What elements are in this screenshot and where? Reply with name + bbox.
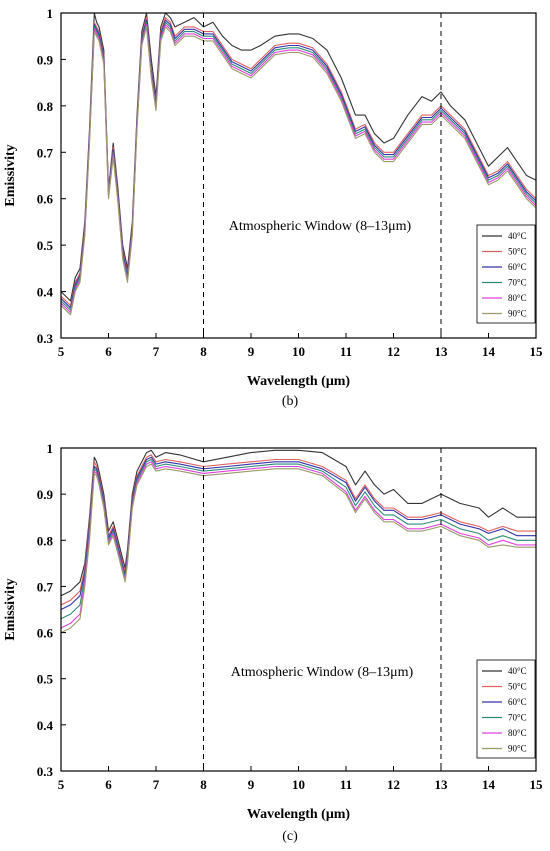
y-tick-label: 0.6 [37,192,54,207]
x-tick-label: 11 [340,777,352,792]
y-tick-label: 0.9 [37,52,54,67]
series-line-60c [61,19,536,309]
panel-label: (c) [282,829,298,844]
x-tick-label: 10 [292,344,305,359]
legend: 40°C 50°C 60°C 70°C 80°C 90°C [476,224,536,324]
series-line-50c [61,17,536,307]
legend-label: 80°C [508,293,527,303]
x-tick-label: 12 [387,344,400,359]
x-tick-label: 7 [153,777,160,792]
x-axis-label: Wavelength (μm) [247,807,351,822]
series-line-60c [61,456,536,610]
y-tick-label: 0.6 [37,626,54,641]
legend-label: 70°C [508,278,527,288]
legend-label: 80°C [508,728,527,738]
series-line-80c [61,461,536,629]
x-tick-label: 6 [105,777,112,792]
x-tick-label: 7 [153,344,160,359]
plot-frame [60,12,537,339]
series-line-40c [61,13,536,302]
x-tick-label: 8 [200,344,207,359]
y-tick-label: 0.4 [37,285,54,300]
y-tick-label: 0.3 [37,331,54,346]
x-tick-label: 15 [530,344,544,359]
y-tick-label: 0.8 [37,99,54,114]
series-line-70c [61,21,536,311]
series-group [61,13,536,316]
y-tick-label: 0.8 [37,533,54,548]
x-tick-label: 12 [387,777,400,792]
y-axis-label: Emissivity [3,578,18,640]
series-line-90c [61,26,536,316]
x-tick-label: 13 [435,344,449,359]
y-tick-label: 0.9 [37,487,54,502]
legend: 40°C 50°C 60°C 70°C 80°C 90°C [476,659,536,759]
y-tick-label: 1 [47,6,54,21]
x-tick-label: 5 [58,777,65,792]
x-axis-label: Wavelength (μm) [247,374,351,389]
x-tick-label: 9 [248,344,255,359]
x-tick-label: 6 [105,344,112,359]
legend-label: 90°C [508,744,527,754]
x-tick-label: 5 [58,344,65,359]
series-line-50c [61,454,536,606]
series-group [61,449,536,634]
series-line-80c [61,24,536,314]
x-tick-label: 14 [482,777,496,792]
chart-panel-c: 5 6 7 8 9 10 11 12 13 14 15 0.3 0.4 0.5 0.6 0.7 0.8 0.9 1 W… [3,441,543,844]
x-tick-label: 8 [200,777,207,792]
y-tick-label: 0.5 [37,238,54,253]
legend-label: 50°C [508,247,527,257]
legend-label: 40°C [508,231,527,241]
window-annotation: Atmospheric Window (8–13μm) [229,219,412,234]
panel-label: (b) [282,394,299,409]
x-tick-label: 9 [248,777,255,792]
legend-label: 70°C [508,713,527,723]
window-annotation: Atmospheric Window (8–13μm) [231,665,414,680]
series-line-40c [61,449,536,597]
series-line-70c [61,458,536,620]
x-tick-label: 15 [530,777,544,792]
legend-label: 90°C [508,309,527,319]
y-axis-label: Emissivity [3,144,18,206]
series-line-90c [61,463,536,634]
x-tick-label: 14 [482,344,496,359]
y-tick-label: 0.5 [37,672,54,687]
legend-label: 50°C [508,682,527,692]
x-tick-label: 11 [340,344,352,359]
legend-label: 40°C [508,666,527,676]
legend-box [476,659,536,759]
y-tick-label: 0.3 [37,764,54,779]
legend-box [476,224,536,324]
y-tick-label: 0.7 [37,145,54,160]
y-tick-label: 1 [47,441,54,456]
legend-label: 60°C [508,697,527,707]
x-tick-label: 10 [292,777,305,792]
y-tick-label: 0.4 [37,718,54,733]
y-tick-label: 0.7 [37,579,54,594]
x-tick-label: 13 [435,777,449,792]
chart-panel-b: 5 6 7 8 9 10 11 12 13 14 15 0.3 0.4 0.5 0.6 0.7 0.8 0.9 1 W… [3,6,543,409]
legend-label: 60°C [508,262,527,272]
